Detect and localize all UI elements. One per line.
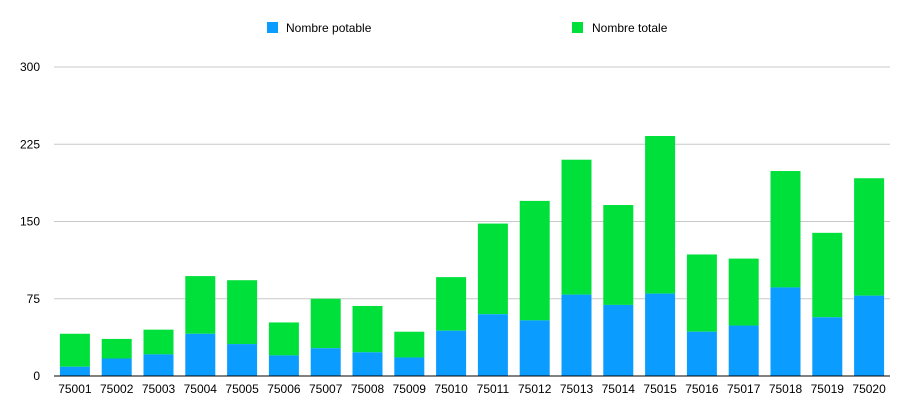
bar-nombre-totale-75010 [436,277,467,331]
legend-swatch-nombre-potable [267,22,278,33]
gridlines [54,66,890,300]
bar-nombre-totale-75002 [101,338,132,359]
bar-nombre-potable-75008 [352,352,383,376]
bar-nombre-totale-75015 [645,136,676,294]
bar-nombre-potable-75016 [686,331,717,376]
bar-nombre-totale-75004 [185,276,216,334]
bar-nombre-potable-75004 [185,333,216,376]
bar-nombre-totale-75005 [227,280,258,345]
bar-nombre-potable-75013 [561,294,592,376]
x-tick-label-75019: 75019 [811,382,845,396]
y-tick-label: 150 [20,215,40,229]
x-tick-label-75010: 75010 [434,382,468,396]
y-tick-label: 0 [33,369,40,383]
bar-nombre-potable-75012 [519,320,550,376]
x-tick-label-75001: 75001 [58,382,92,396]
bar-nombre-potable-75007 [310,348,341,376]
x-tick-label-75006: 75006 [267,382,301,396]
bar-nombre-potable-75009 [394,357,425,376]
bar-nombre-totale-75013 [561,159,592,295]
bar-nombre-potable-75002 [101,358,132,376]
x-tick-label-75011: 75011 [477,382,510,396]
bar-nombre-potable-75020 [854,295,885,376]
x-tick-label-75008: 75008 [351,382,385,396]
bar-nombre-totale-75001 [59,333,90,367]
bar-nombre-totale-75009 [394,331,425,358]
y-tick-label: 225 [20,137,40,151]
x-tick-label-75012: 75012 [518,382,552,396]
bar-nombre-potable-75014 [603,304,634,376]
legend-label-nombre-potable: Nombre potable [286,21,372,35]
bar-nombre-potable-75011 [477,314,508,376]
legend: Nombre potable Nombre totale [267,21,668,35]
bar-nombre-potable-75017 [728,325,759,376]
x-tick-label-75017: 75017 [727,382,761,396]
bar-nombre-totale-75017 [728,258,759,326]
bar-nombre-potable-75001 [59,366,90,376]
x-tick-label-75007: 75007 [309,382,343,396]
bar-nombre-potable-75010 [436,330,467,376]
bar-nombre-potable-75018 [770,287,801,376]
x-tick-label-75004: 75004 [184,382,218,396]
x-tick-label-75009: 75009 [393,382,427,396]
x-tick-label-75016: 75016 [685,382,719,396]
bar-nombre-totale-75012 [519,200,550,321]
bar-nombre-totale-75011 [477,223,508,315]
bar-nombre-totale-75003 [143,329,174,355]
bar-nombre-potable-75015 [645,293,676,376]
x-tick-label-75002: 75002 [100,382,134,396]
x-axis-ticks: 75001 75002 75003 75004 75005 75006 75007 75008… [58,382,886,396]
bar-nombre-totale-75018 [770,171,801,288]
x-tick-label-75013: 75013 [560,382,594,396]
bars [59,136,885,376]
bar-nombre-totale-75008 [352,305,383,353]
bar-nombre-totale-75007 [310,298,341,349]
y-tick-label: 300 [20,60,40,74]
bar-nombre-potable-75003 [143,354,174,376]
bar-nombre-totale-75020 [854,178,885,296]
x-tick-label-75015: 75015 [643,382,677,396]
y-axis-ticks: 0 75 150 225 300 [20,60,40,383]
bar-nombre-potable-75005 [227,344,258,376]
x-tick-label-75003: 75003 [142,382,176,396]
bar-nombre-totale-75014 [603,205,634,305]
bar-nombre-potable-75019 [812,317,843,376]
legend-swatch-nombre-totale [572,22,583,33]
y-tick-label: 75 [27,292,41,306]
bar-nombre-totale-75019 [812,232,843,318]
x-tick-label-75018: 75018 [769,382,803,396]
bar-nombre-potable-75006 [268,355,299,376]
bar-nombre-totale-75006 [268,322,299,356]
x-tick-label-75005: 75005 [225,382,259,396]
legend-label-nombre-totale: Nombre totale [592,21,668,35]
x-tick-label-75014: 75014 [602,382,636,396]
bar-nombre-totale-75016 [686,254,717,332]
x-tick-label-75020: 75020 [852,382,886,396]
